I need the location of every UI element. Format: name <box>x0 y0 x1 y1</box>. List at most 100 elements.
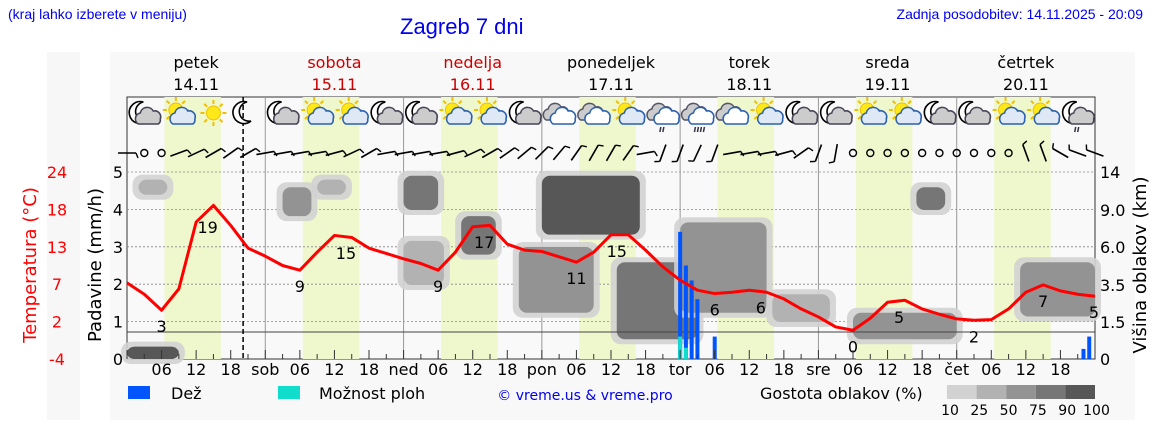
wind-shaft <box>659 144 667 162</box>
day-name: sobota <box>307 53 361 72</box>
day-name: petek <box>173 53 219 72</box>
wind-shaft <box>377 150 396 156</box>
moon-cloud-icon <box>819 100 853 125</box>
day-name: nedelja <box>443 53 502 72</box>
cloud-patch <box>403 240 444 285</box>
legend-density-swatch <box>947 385 977 399</box>
x-tick-hour: 06 <box>566 360 586 379</box>
day-date: 17.11 <box>588 75 634 94</box>
sun-ray <box>319 100 325 105</box>
wind-feather <box>237 147 243 152</box>
legend-cloud-density-label: Gostota oblakov (%) <box>760 384 923 403</box>
wind-barb-icon <box>688 144 702 162</box>
sun-ray <box>995 100 1000 105</box>
moon-cloud-icon <box>508 100 542 125</box>
temperature-label: 7 <box>1038 292 1048 311</box>
cloudy-icon <box>542 102 577 125</box>
cloud-height-tick: 14 <box>1100 163 1120 182</box>
wind-shaft <box>239 147 257 159</box>
wind-calm-icon <box>952 148 961 158</box>
sun-ray <box>165 100 171 105</box>
cloud-height-tick: 0 <box>1100 350 1110 369</box>
wind-barb-icon <box>552 145 571 161</box>
rain-drop <box>696 126 700 133</box>
showers-bar <box>678 336 683 359</box>
wind-barb-icon <box>793 147 814 159</box>
cloud-patch <box>853 312 957 340</box>
credit-link[interactable]: © vreme.us & vreme.pro <box>497 388 672 404</box>
wind-calm-icon <box>140 148 149 158</box>
temperature-label: 6 <box>710 301 720 320</box>
wind-barb-icon <box>809 144 823 163</box>
sun-ray <box>857 100 862 105</box>
cloud-height-tick: 3.5 <box>1100 276 1125 295</box>
sun-ray <box>769 100 774 105</box>
x-tick-hour: 18 <box>912 360 932 379</box>
day-name: četrtek <box>997 53 1055 72</box>
region-hint-link[interactable]: (kraj lahko izberete v meniju) <box>8 6 187 22</box>
wind-feather <box>809 160 816 163</box>
wind-feather <box>1068 144 1070 150</box>
moon-cloud-icon <box>785 100 819 125</box>
wind-barb-icon <box>446 149 468 157</box>
wind-feather <box>220 147 226 153</box>
cloud-shape <box>445 106 473 125</box>
wind-shaft <box>570 145 583 161</box>
rain-drop <box>659 126 662 133</box>
cloud-height-axis-title: Višina oblakov (km) <box>1130 176 1151 353</box>
wind-feather <box>633 144 639 148</box>
wind-shaft <box>187 148 205 158</box>
wind-barb-icon <box>774 149 797 157</box>
sun-ray <box>907 100 912 105</box>
cloud-shape <box>376 106 404 125</box>
temperature-tick: 2 <box>52 313 62 332</box>
last-updated: Zadnja posodobitev: 14.11.2025 - 20:09 <box>896 6 1143 22</box>
sun-ray <box>1030 115 1035 120</box>
cloud-shape <box>929 106 957 125</box>
wind-calm-icon <box>900 148 910 158</box>
wind-shaft <box>1039 144 1047 162</box>
temperature-tick: 7 <box>52 275 62 294</box>
wind-feather <box>480 148 486 154</box>
temperature-label: 2 <box>969 327 979 346</box>
moon-cloud-icon <box>958 100 992 125</box>
sun-ray <box>492 100 497 105</box>
temperature-tick: 13 <box>47 238 67 257</box>
rain-bar <box>678 231 683 359</box>
cloud-shape <box>342 106 369 125</box>
wind-feather <box>186 149 192 155</box>
sun-ray <box>615 115 620 120</box>
wind-shaft <box>273 150 292 156</box>
precipitation-tick: 3 <box>113 238 123 257</box>
rain-bar <box>1087 336 1092 359</box>
wind-shaft <box>308 150 327 156</box>
x-tick-hour: 06 <box>981 360 1001 379</box>
cloudy-icon <box>715 102 750 125</box>
rain-bar <box>712 336 717 359</box>
x-tick-hour: 18 <box>497 360 517 379</box>
day-date: 16.11 <box>450 75 496 94</box>
sun-cloud-icon <box>474 97 508 125</box>
sun-icon <box>200 100 227 126</box>
wind-shaft <box>710 144 719 162</box>
wind-barb-icon <box>828 143 839 164</box>
wind-barb-icon <box>1085 144 1104 157</box>
cloud-shape <box>1068 106 1095 125</box>
temperature-label: 0 <box>848 337 858 356</box>
day-date: 15.11 <box>312 75 358 94</box>
sun-ray <box>203 103 208 108</box>
legend-density-level: 75 <box>1029 403 1047 419</box>
sun-ray <box>1011 100 1016 105</box>
daylight-band <box>302 97 360 359</box>
sun-cloud-icon <box>992 97 1026 125</box>
wind-barb-icon <box>222 147 243 159</box>
precipitation-axis-title: Padavine (mm/h) <box>85 188 106 342</box>
temperature-label: 15 <box>336 244 356 263</box>
legend-density-level: 90 <box>1058 403 1076 419</box>
wind-feather <box>828 161 835 164</box>
legend-density-swatch <box>1006 385 1036 399</box>
wind-shaft <box>814 144 823 162</box>
wind-shaft <box>1068 149 1087 157</box>
wind-barb-icon <box>360 147 382 159</box>
